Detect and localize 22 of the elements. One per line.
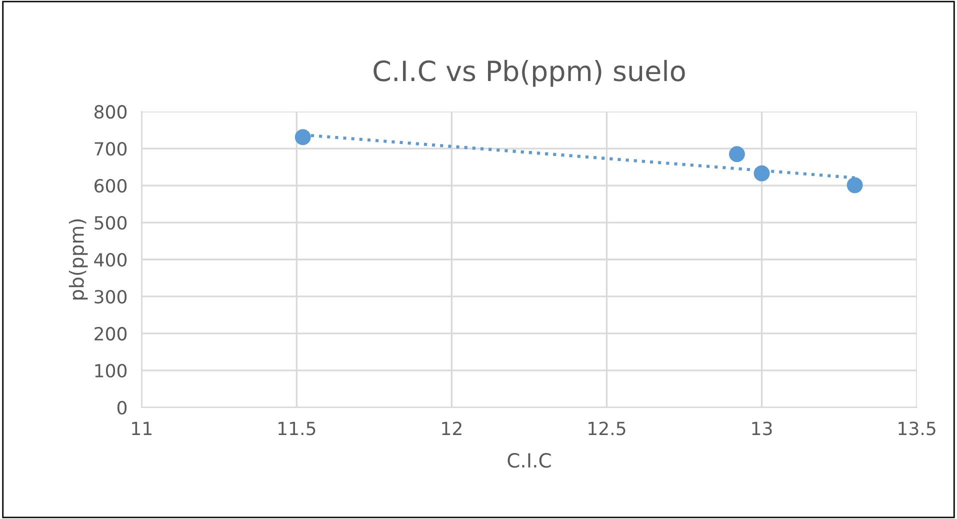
point <box>728 146 745 162</box>
chart-title: C.I.C vs Pb(ppm) suelo <box>374 60 685 87</box>
y-tick-label: 400 <box>94 252 127 267</box>
x-tick-label: 13.5 <box>898 422 936 436</box>
y-tick-label: 700 <box>94 142 127 156</box>
y-tick-label: 500 <box>94 216 127 230</box>
point <box>294 129 311 146</box>
x-tick-label: 11.5 <box>278 422 316 436</box>
y-tick-label: 300 <box>94 290 127 304</box>
x-tick-label: 11 <box>132 422 152 436</box>
x-tick-label: 13 <box>752 422 772 436</box>
y-tick-label: 600 <box>94 179 127 193</box>
x-axis-title: C.I.C <box>508 453 551 468</box>
y-tick-label: 0 <box>117 400 127 415</box>
point <box>754 165 770 182</box>
y-axis-title: pb(ppm) <box>68 219 88 300</box>
y-tick-label: 800 <box>94 105 127 119</box>
x-tick-label: 12 <box>442 422 462 436</box>
x-tick-label: 12.5 <box>588 422 626 436</box>
point <box>846 177 863 194</box>
y-tick-label: 100 <box>95 364 127 378</box>
y-tick-label: 200 <box>94 326 127 341</box>
